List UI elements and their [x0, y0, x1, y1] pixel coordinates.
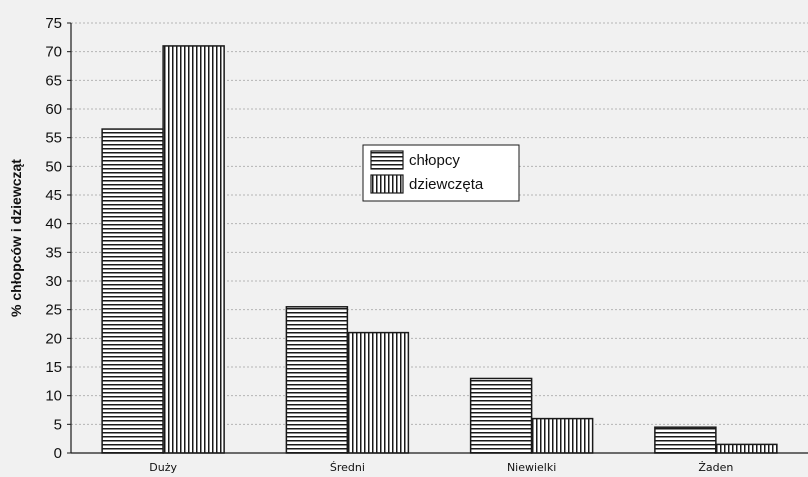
bar-boys — [285, 306, 349, 454]
y-tick-label: 60 — [45, 101, 62, 118]
bar-girls — [346, 331, 410, 454]
legend-label-girls: dziewczęta — [409, 176, 484, 193]
y-tick-label: 20 — [45, 330, 62, 347]
y-tick-label: 70 — [45, 44, 62, 61]
y-tick-label: 30 — [45, 273, 62, 290]
y-tick-label: 15 — [45, 359, 62, 376]
y-tick-label: 55 — [45, 130, 62, 147]
bar-boys — [654, 426, 717, 454]
x-category-label: Niewielki — [507, 461, 556, 474]
bar-girls — [715, 443, 778, 454]
bars — [101, 45, 778, 454]
legend-swatch-boys — [370, 150, 404, 170]
y-tick-label: 45 — [45, 187, 62, 204]
bar-boys — [469, 377, 533, 454]
x-category-label: Średni — [330, 461, 365, 474]
legend-swatch-girls — [370, 174, 404, 194]
y-tick-label: 5 — [54, 416, 62, 433]
axes — [67, 22, 808, 454]
bar-boys — [101, 128, 164, 454]
legend: chłopcy dziewczęta — [362, 144, 520, 202]
y-tick-label: 35 — [45, 244, 62, 261]
y-tick-label: 65 — [45, 72, 62, 89]
x-category-labels: Duży Średni Niewielki Żaden — [149, 461, 733, 474]
y-axis-label: % chłopców i dziewcząt — [8, 159, 24, 317]
y-tick-label: 0 — [54, 445, 62, 462]
x-category-label: Żaden — [698, 461, 733, 474]
y-tick-label: 10 — [45, 388, 62, 405]
y-tick-label: 75 — [45, 15, 62, 32]
y-tick-label: 40 — [45, 216, 62, 233]
bar-girls — [162, 45, 225, 454]
bar-girls — [530, 417, 594, 454]
y-tick-labels: 0 5 10 15 20 25 30 35 40 45 50 55 60 65 70 75 — [45, 15, 62, 462]
y-tick-label: 50 — [45, 158, 62, 175]
x-category-label: Duży — [149, 461, 177, 474]
y-tick-label: 25 — [45, 302, 62, 319]
legend-label-boys: chłopcy — [409, 152, 460, 169]
